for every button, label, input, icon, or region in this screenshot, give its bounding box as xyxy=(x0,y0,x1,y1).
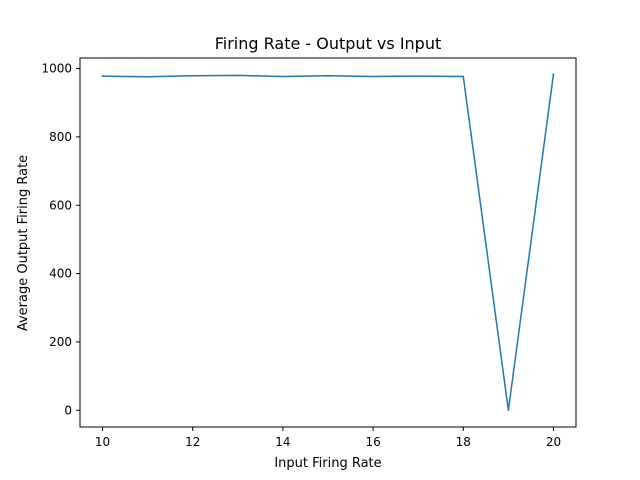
data-point xyxy=(101,75,104,77)
data-point xyxy=(507,409,510,412)
x-tick-label: 20 xyxy=(546,435,561,449)
y-tick-label: 200 xyxy=(49,335,72,349)
x-tick-label: 14 xyxy=(275,435,290,449)
y-tick-label: 1000 xyxy=(41,62,72,76)
y-axis: 0 200 400 600 800 1000 xyxy=(41,62,80,417)
chart-title: Firing Rate - Output vs Input xyxy=(215,34,442,53)
data-point xyxy=(327,74,329,77)
x-axis-label: Input Firing Rate xyxy=(274,456,381,471)
series-line-0 xyxy=(101,73,555,412)
series-layer xyxy=(101,73,555,412)
y-tick-label: 400 xyxy=(49,267,72,281)
x-tick-label: 12 xyxy=(185,435,200,449)
y-tick-label: 600 xyxy=(49,198,72,212)
data-point xyxy=(282,75,284,78)
data-point xyxy=(552,73,555,76)
x-tick-label: 10 xyxy=(95,435,110,449)
data-point xyxy=(372,75,374,78)
data-point xyxy=(191,74,194,77)
plot-area xyxy=(79,57,577,428)
data-point xyxy=(237,74,239,77)
x-tick-label: 16 xyxy=(365,435,380,449)
data-point xyxy=(462,75,465,78)
x-tick-label: 18 xyxy=(456,435,471,449)
y-axis-label: Average Output Firing Rate xyxy=(16,155,31,331)
data-point xyxy=(417,75,419,77)
data-point xyxy=(146,75,149,78)
y-tick-label: 800 xyxy=(49,130,72,144)
y-tick-label: 0 xyxy=(64,403,72,417)
x-axis: 10 12 14 16 18 20 xyxy=(95,427,561,449)
